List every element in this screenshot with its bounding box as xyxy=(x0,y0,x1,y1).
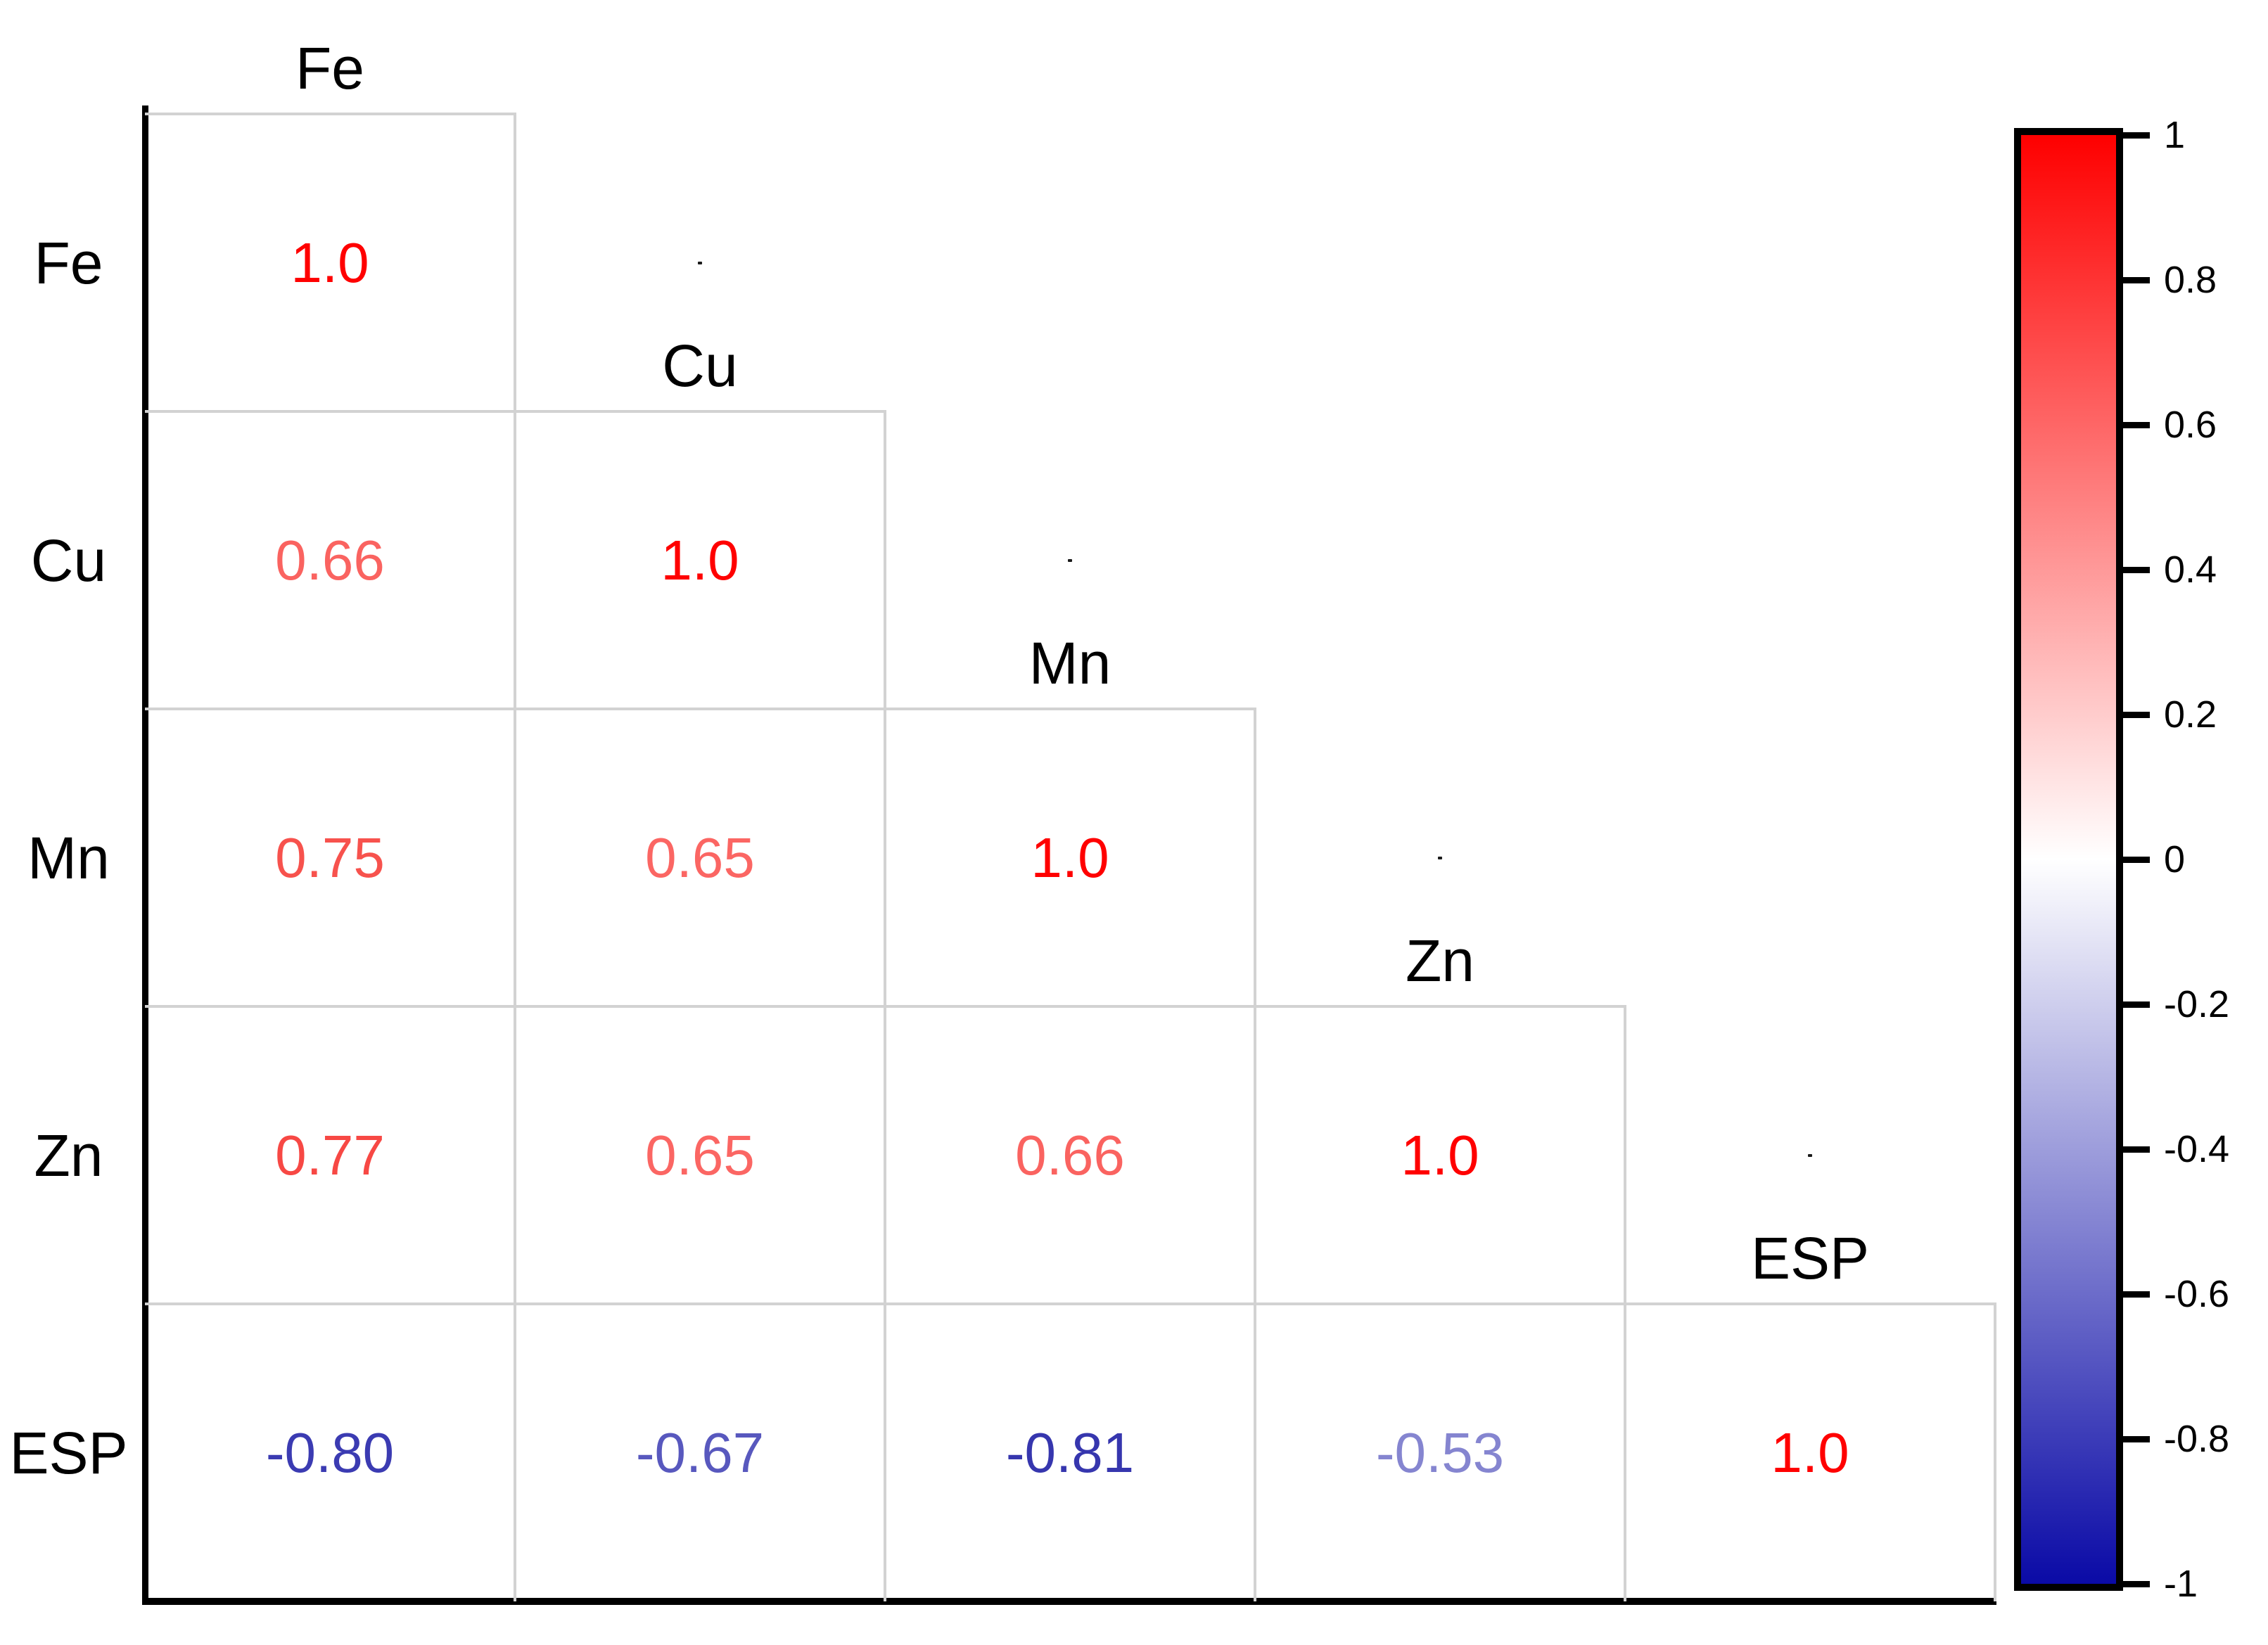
corr-cell-value: 0.65 xyxy=(645,1123,755,1186)
colorbar-tick xyxy=(2117,1291,2150,1298)
colorbar-tick xyxy=(2117,421,2150,428)
colorbar-tick xyxy=(2117,566,2150,573)
grid-vline xyxy=(1254,708,1256,1601)
grid-vline xyxy=(514,113,516,1601)
corr-cell-value: 1.0 xyxy=(291,231,369,294)
row-label-fe: Fe xyxy=(34,229,103,296)
corr-cell-value: 0.77 xyxy=(275,1123,385,1186)
colorbar-tick xyxy=(2117,132,2150,139)
colorbar-tick-label: 1 xyxy=(2164,114,2186,156)
colorbar-tick-label: -0.4 xyxy=(2164,1128,2230,1170)
row-label-esp: ESP xyxy=(9,1419,128,1486)
corr-cell-value: 0.66 xyxy=(275,528,385,591)
colorbar-tick xyxy=(2117,1435,2150,1442)
col-label-fe: Fe xyxy=(295,35,365,101)
row-label-zn: Zn xyxy=(34,1122,103,1189)
corr-cell-value: -0.80 xyxy=(265,1421,395,1484)
col-label-cu: Cu xyxy=(662,333,738,399)
speck-dot xyxy=(698,261,702,264)
colorbar-tick xyxy=(2117,856,2150,863)
x-axis-line xyxy=(142,1598,1996,1605)
y-axis-line xyxy=(142,105,148,1605)
col-label-mn: Mn xyxy=(1028,630,1111,696)
grid-hline xyxy=(145,113,516,115)
speck-dot xyxy=(1438,856,1442,859)
colorbar-tick-label: -0.2 xyxy=(2164,983,2230,1025)
corr-cell-value: 0.75 xyxy=(275,826,385,889)
grid-hline xyxy=(145,1302,1996,1305)
colorbar-tick xyxy=(2117,711,2150,718)
colorbar-tick xyxy=(2117,1001,2150,1008)
colorbar-tick-label: -0.8 xyxy=(2164,1418,2230,1460)
corr-cell-value: -0.81 xyxy=(1005,1421,1135,1484)
colorbar-tick-label: -1 xyxy=(2164,1563,2198,1605)
colorbar-tick xyxy=(2117,276,2150,283)
corr-cell-value: 1.0 xyxy=(1031,826,1109,889)
colorbar-tick-label: 0.8 xyxy=(2164,259,2217,301)
row-label-mn: Mn xyxy=(27,824,110,891)
corr-cell-value: 0.65 xyxy=(645,826,755,889)
colorbar-tick-label: -0.6 xyxy=(2164,1273,2230,1315)
col-label-zn: Zn xyxy=(1405,928,1475,994)
speck-dot xyxy=(1068,558,1072,562)
row-label-cu: Cu xyxy=(30,527,107,594)
corr-cell-value: 1.0 xyxy=(1771,1421,1849,1484)
corr-cell-value: -0.53 xyxy=(1375,1421,1505,1484)
corr-cell-value: -0.67 xyxy=(635,1421,765,1484)
corr-cell-value: 1.0 xyxy=(661,528,739,591)
col-label-esp: ESP xyxy=(1750,1225,1870,1291)
colorbar-tick-label: 0.2 xyxy=(2164,693,2217,736)
colorbar xyxy=(2014,128,2123,1591)
colorbar-tick-label: 0.4 xyxy=(2164,549,2217,591)
grid-hline xyxy=(145,410,886,413)
grid-vline xyxy=(1994,1302,1996,1601)
corr-cell-value: 1.0 xyxy=(1401,1123,1479,1186)
colorbar-tick-label: 0 xyxy=(2164,838,2186,881)
colorbar-tick xyxy=(2117,1580,2150,1587)
speck-dot xyxy=(1808,1153,1812,1157)
grid-hline xyxy=(145,1005,1626,1008)
colorbar-tick-label: 0.6 xyxy=(2164,404,2217,446)
colorbar-tick xyxy=(2117,1146,2150,1153)
grid-hline xyxy=(145,708,1256,710)
corr-cell-value: 0.66 xyxy=(1015,1123,1125,1186)
